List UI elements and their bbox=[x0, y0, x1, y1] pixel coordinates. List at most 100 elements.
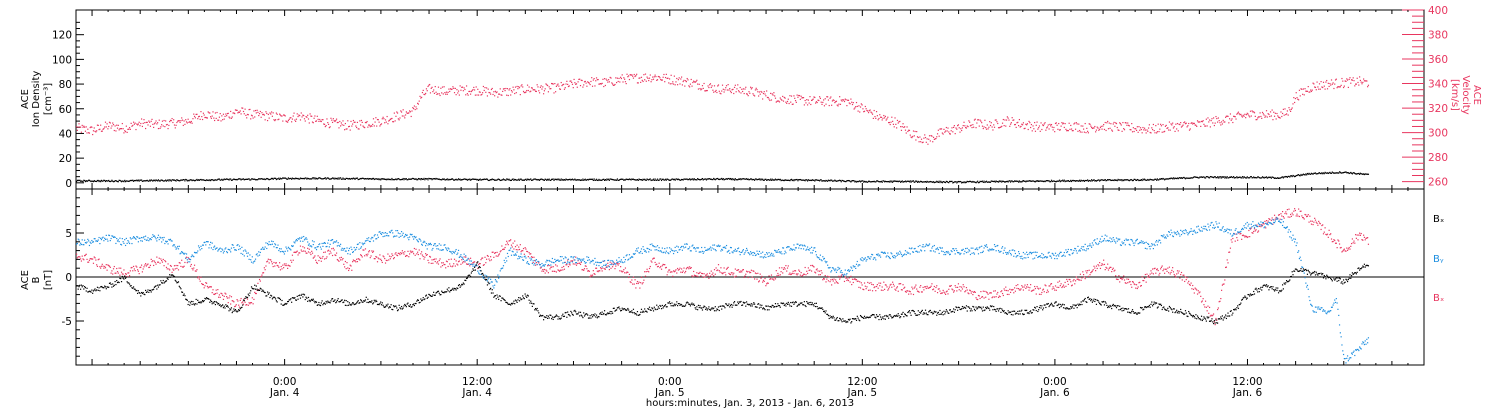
data-point bbox=[352, 259, 355, 261]
data-point bbox=[963, 286, 965, 288]
data-point bbox=[647, 179, 649, 181]
data-point bbox=[652, 76, 654, 78]
data-point bbox=[122, 128, 124, 130]
data-point bbox=[758, 281, 760, 283]
data-point bbox=[641, 179, 643, 181]
data-point bbox=[1294, 175, 1297, 177]
x-tick-date-label: Jan. 4 bbox=[269, 387, 300, 399]
data-point bbox=[279, 178, 281, 180]
data-point bbox=[118, 129, 120, 131]
data-point bbox=[623, 77, 625, 79]
data-point bbox=[80, 260, 83, 262]
data-point bbox=[292, 178, 294, 180]
data-point bbox=[1346, 79, 1349, 81]
data-point bbox=[960, 181, 962, 183]
data-point bbox=[1003, 288, 1005, 290]
data-point bbox=[555, 85, 558, 87]
data-point bbox=[301, 177, 303, 180]
data-point bbox=[1064, 281, 1066, 284]
data-point bbox=[461, 259, 463, 261]
data-point bbox=[845, 180, 847, 183]
data-point bbox=[1219, 122, 1221, 124]
data-point bbox=[500, 179, 502, 181]
data-point bbox=[890, 121, 892, 123]
data-point bbox=[1082, 180, 1084, 182]
data-point bbox=[423, 177, 425, 180]
data-point bbox=[375, 178, 377, 180]
data-point bbox=[1099, 126, 1102, 129]
data-point bbox=[399, 117, 401, 119]
data-point bbox=[656, 263, 658, 265]
data-point bbox=[664, 264, 666, 266]
data-point bbox=[161, 120, 164, 122]
data-point bbox=[1034, 181, 1036, 183]
data-point bbox=[1030, 284, 1032, 286]
data-point bbox=[112, 268, 115, 270]
data-point bbox=[1204, 125, 1206, 127]
data-point bbox=[487, 88, 489, 90]
data-point bbox=[1347, 172, 1349, 174]
data-point bbox=[778, 267, 781, 269]
data-point bbox=[79, 179, 81, 181]
data-point bbox=[115, 272, 117, 274]
data-point bbox=[1105, 266, 1107, 269]
data-point bbox=[880, 116, 882, 118]
data-point bbox=[610, 178, 612, 180]
data-point bbox=[1058, 180, 1060, 182]
data-point bbox=[843, 99, 845, 101]
data-point bbox=[184, 261, 186, 264]
data-point bbox=[486, 178, 488, 180]
data-point bbox=[963, 182, 965, 184]
data-point bbox=[196, 113, 198, 115]
data-point bbox=[1106, 179, 1108, 182]
data-point bbox=[1176, 128, 1178, 130]
data-point bbox=[510, 89, 513, 92]
data-point bbox=[965, 127, 968, 129]
data-point bbox=[994, 181, 996, 183]
data-point bbox=[250, 178, 253, 180]
data-point bbox=[720, 93, 722, 95]
data-point bbox=[593, 273, 595, 275]
data-point bbox=[286, 264, 288, 267]
data-point bbox=[916, 288, 918, 290]
data-point bbox=[999, 126, 1001, 129]
data-point bbox=[1225, 115, 1228, 117]
data-point bbox=[591, 178, 593, 180]
data-point bbox=[608, 269, 610, 271]
data-point bbox=[486, 258, 488, 260]
data-point bbox=[205, 179, 208, 181]
data-point bbox=[689, 178, 691, 180]
data-point bbox=[1295, 92, 1297, 94]
data-point bbox=[417, 102, 419, 104]
data-point bbox=[838, 179, 840, 182]
data-point bbox=[249, 303, 251, 305]
data-point bbox=[697, 178, 699, 180]
data-point bbox=[88, 259, 91, 261]
data-point bbox=[449, 263, 451, 265]
data-point bbox=[196, 178, 198, 181]
data-point bbox=[569, 178, 571, 180]
data-point bbox=[99, 180, 101, 182]
data-point bbox=[1343, 171, 1345, 173]
data-point bbox=[754, 272, 757, 274]
data-point bbox=[903, 287, 905, 289]
data-point bbox=[279, 114, 281, 116]
data-point bbox=[932, 181, 934, 183]
data-point bbox=[512, 242, 514, 244]
data-point bbox=[151, 118, 153, 120]
data-point bbox=[425, 92, 427, 95]
data-point bbox=[553, 179, 555, 182]
data-point bbox=[243, 113, 245, 115]
data-point bbox=[404, 255, 407, 257]
data-point bbox=[953, 181, 955, 183]
data-point bbox=[1295, 175, 1297, 177]
data-point bbox=[196, 269, 198, 271]
data-point bbox=[1349, 77, 1351, 79]
data-point bbox=[144, 180, 146, 182]
data-point bbox=[328, 178, 330, 180]
data-point bbox=[738, 178, 740, 180]
data-point bbox=[1042, 288, 1045, 290]
data-point bbox=[732, 274, 734, 276]
data-point bbox=[971, 181, 973, 183]
data-point bbox=[841, 179, 843, 182]
